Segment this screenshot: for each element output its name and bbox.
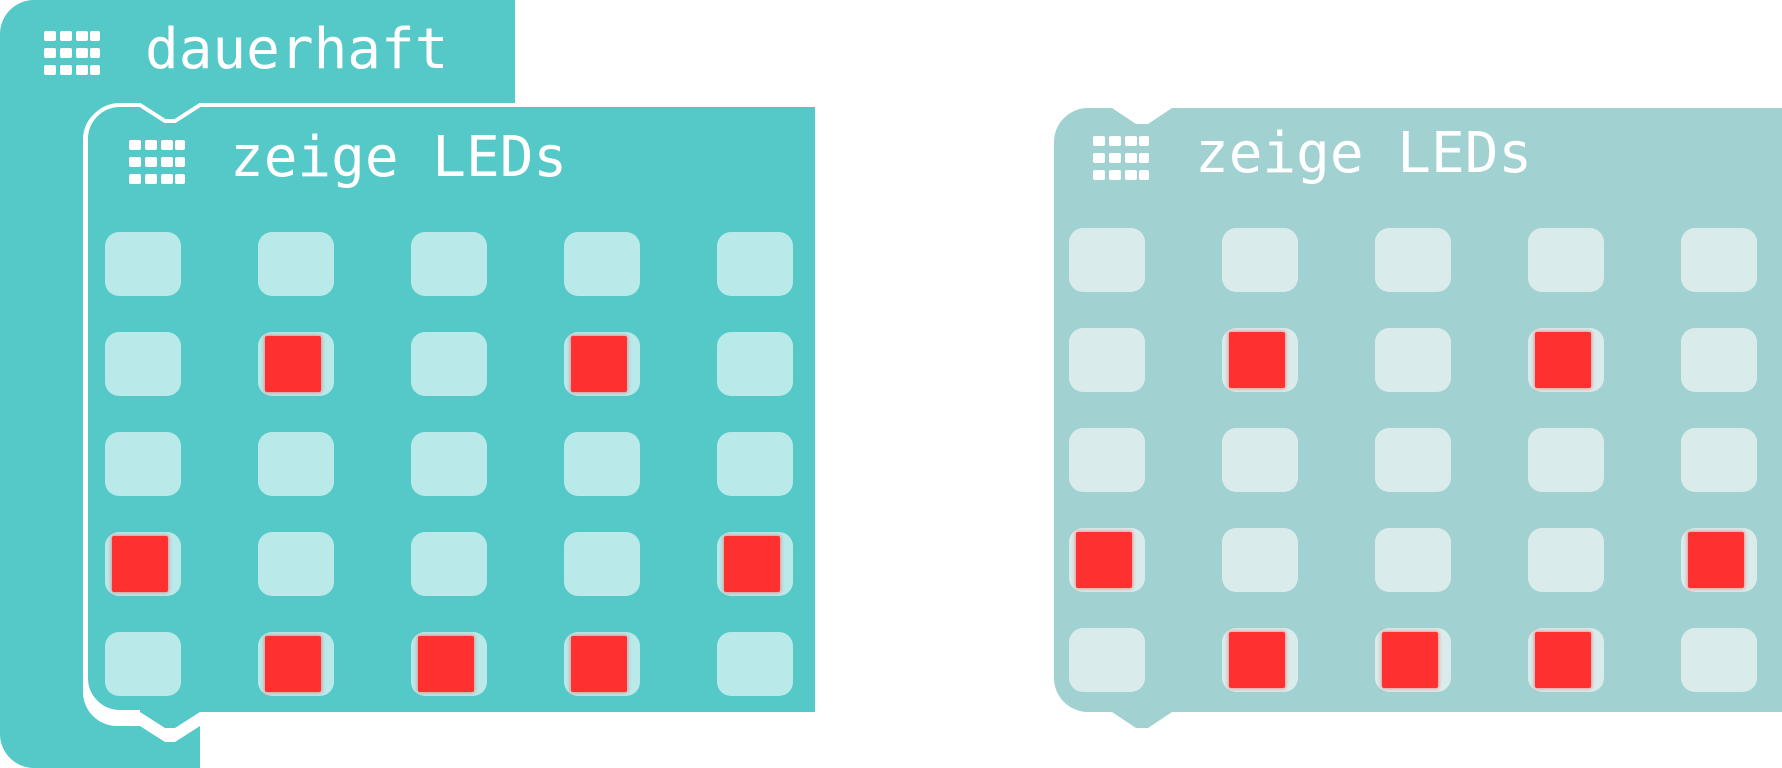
led-lit-indicator xyxy=(571,636,627,692)
show-leds-led-r5-c3[interactable] xyxy=(411,632,487,696)
show-leds-led-r2-c5[interactable] xyxy=(717,332,793,396)
show-leds-led-r1-c4[interactable] xyxy=(564,232,640,296)
forever-block-shape[interactable] xyxy=(0,0,515,768)
show-leds-disabled-led-r5-c5[interactable] xyxy=(1681,628,1757,692)
show-leds-led-r1-c3[interactable] xyxy=(411,232,487,296)
show-leds-block-label: zeige LEDs xyxy=(230,125,568,190)
show-leds-disabled-led-r5-c4[interactable] xyxy=(1528,628,1604,692)
show-leds-disabled-led-r3-c1[interactable] xyxy=(1069,428,1145,492)
show-leds-disabled-led-r2-c4[interactable] xyxy=(1528,328,1604,392)
show-leds-disabled-led-r3-c5[interactable] xyxy=(1681,428,1757,492)
show-leds-disabled-led-r3-c4[interactable] xyxy=(1528,428,1604,492)
show-leds-led-r1-c2[interactable] xyxy=(258,232,334,296)
led-grid-icon xyxy=(44,31,100,75)
forever-block-label: dauerhaft xyxy=(145,17,449,82)
led-lit-indicator xyxy=(265,336,321,392)
show-leds-disabled-led-r5-c1[interactable] xyxy=(1069,628,1145,692)
led-lit-indicator xyxy=(724,536,780,592)
show-leds-disabled-led-r5-c3[interactable] xyxy=(1375,628,1451,692)
led-lit-indicator xyxy=(1229,632,1285,688)
show-leds-disabled-led-r4-c2[interactable] xyxy=(1222,528,1298,592)
show-leds-led-r3-c1[interactable] xyxy=(105,432,181,496)
show-leds-led-r1-c5[interactable] xyxy=(717,232,793,296)
led-grid-icon xyxy=(129,140,185,184)
show-leds-led-r3-c4[interactable] xyxy=(564,432,640,496)
show-leds-disabled-led-r3-c2[interactable] xyxy=(1222,428,1298,492)
led-lit-indicator xyxy=(1688,532,1744,588)
show-leds-led-r3-c5[interactable] xyxy=(717,432,793,496)
show-leds-disabled-led-r4-c1[interactable] xyxy=(1069,528,1145,592)
led-grid-icon xyxy=(1093,136,1149,180)
show-leds-led-r5-c4[interactable] xyxy=(564,632,640,696)
show-leds-led-r5-c1[interactable] xyxy=(105,632,181,696)
show-leds-disabled-led-r3-c3[interactable] xyxy=(1375,428,1451,492)
led-lit-indicator xyxy=(1535,332,1591,388)
show-leds-disabled-led-r4-c5[interactable] xyxy=(1681,528,1757,592)
show-leds-disabled-led-r1-c3[interactable] xyxy=(1375,228,1451,292)
show-leds-disabled-led-r2-c5[interactable] xyxy=(1681,328,1757,392)
show-leds-led-r2-c1[interactable] xyxy=(105,332,181,396)
show-leds-disabled-led-r1-c2[interactable] xyxy=(1222,228,1298,292)
show-leds-led-r4-c1[interactable] xyxy=(105,532,181,596)
led-lit-indicator xyxy=(265,636,321,692)
show-leds-led-r4-c2[interactable] xyxy=(258,532,334,596)
show-leds-led-r3-c3[interactable] xyxy=(411,432,487,496)
show-leds-led-r4-c5[interactable] xyxy=(717,532,793,596)
led-lit-indicator xyxy=(1076,532,1132,588)
show-leds-led-r1-c1[interactable] xyxy=(105,232,181,296)
show-leds-led-r2-c2[interactable] xyxy=(258,332,334,396)
led-lit-indicator xyxy=(1382,632,1438,688)
show-leds-led-r2-c3[interactable] xyxy=(411,332,487,396)
show-leds-disabled-led-r1-c1[interactable] xyxy=(1069,228,1145,292)
show-leds-led-r5-c2[interactable] xyxy=(258,632,334,696)
show-leds-disabled-led-r1-c4[interactable] xyxy=(1528,228,1604,292)
show-leds-disabled-led-r2-c2[interactable] xyxy=(1222,328,1298,392)
show-leds-disabled-led-r2-c3[interactable] xyxy=(1375,328,1451,392)
led-lit-indicator xyxy=(1229,332,1285,388)
show-leds-led-r5-c5[interactable] xyxy=(717,632,793,696)
show-leds-disabled-led-r5-c2[interactable] xyxy=(1222,628,1298,692)
show-leds-led-r3-c2[interactable] xyxy=(258,432,334,496)
show-leds-disabled-led-r1-c5[interactable] xyxy=(1681,228,1757,292)
show-leds-led-r2-c4[interactable] xyxy=(564,332,640,396)
show-leds-disabled-led-r2-c1[interactable] xyxy=(1069,328,1145,392)
show-leds-disabled-block-label: zeige LEDs xyxy=(1195,121,1533,186)
led-lit-indicator xyxy=(112,536,168,592)
show-leds-disabled-led-r4-c3[interactable] xyxy=(1375,528,1451,592)
show-leds-led-r4-c4[interactable] xyxy=(564,532,640,596)
led-lit-indicator xyxy=(571,336,627,392)
show-leds-disabled-led-r4-c4[interactable] xyxy=(1528,528,1604,592)
led-lit-indicator xyxy=(418,636,474,692)
led-lit-indicator xyxy=(1535,632,1591,688)
show-leds-led-r4-c3[interactable] xyxy=(411,532,487,596)
